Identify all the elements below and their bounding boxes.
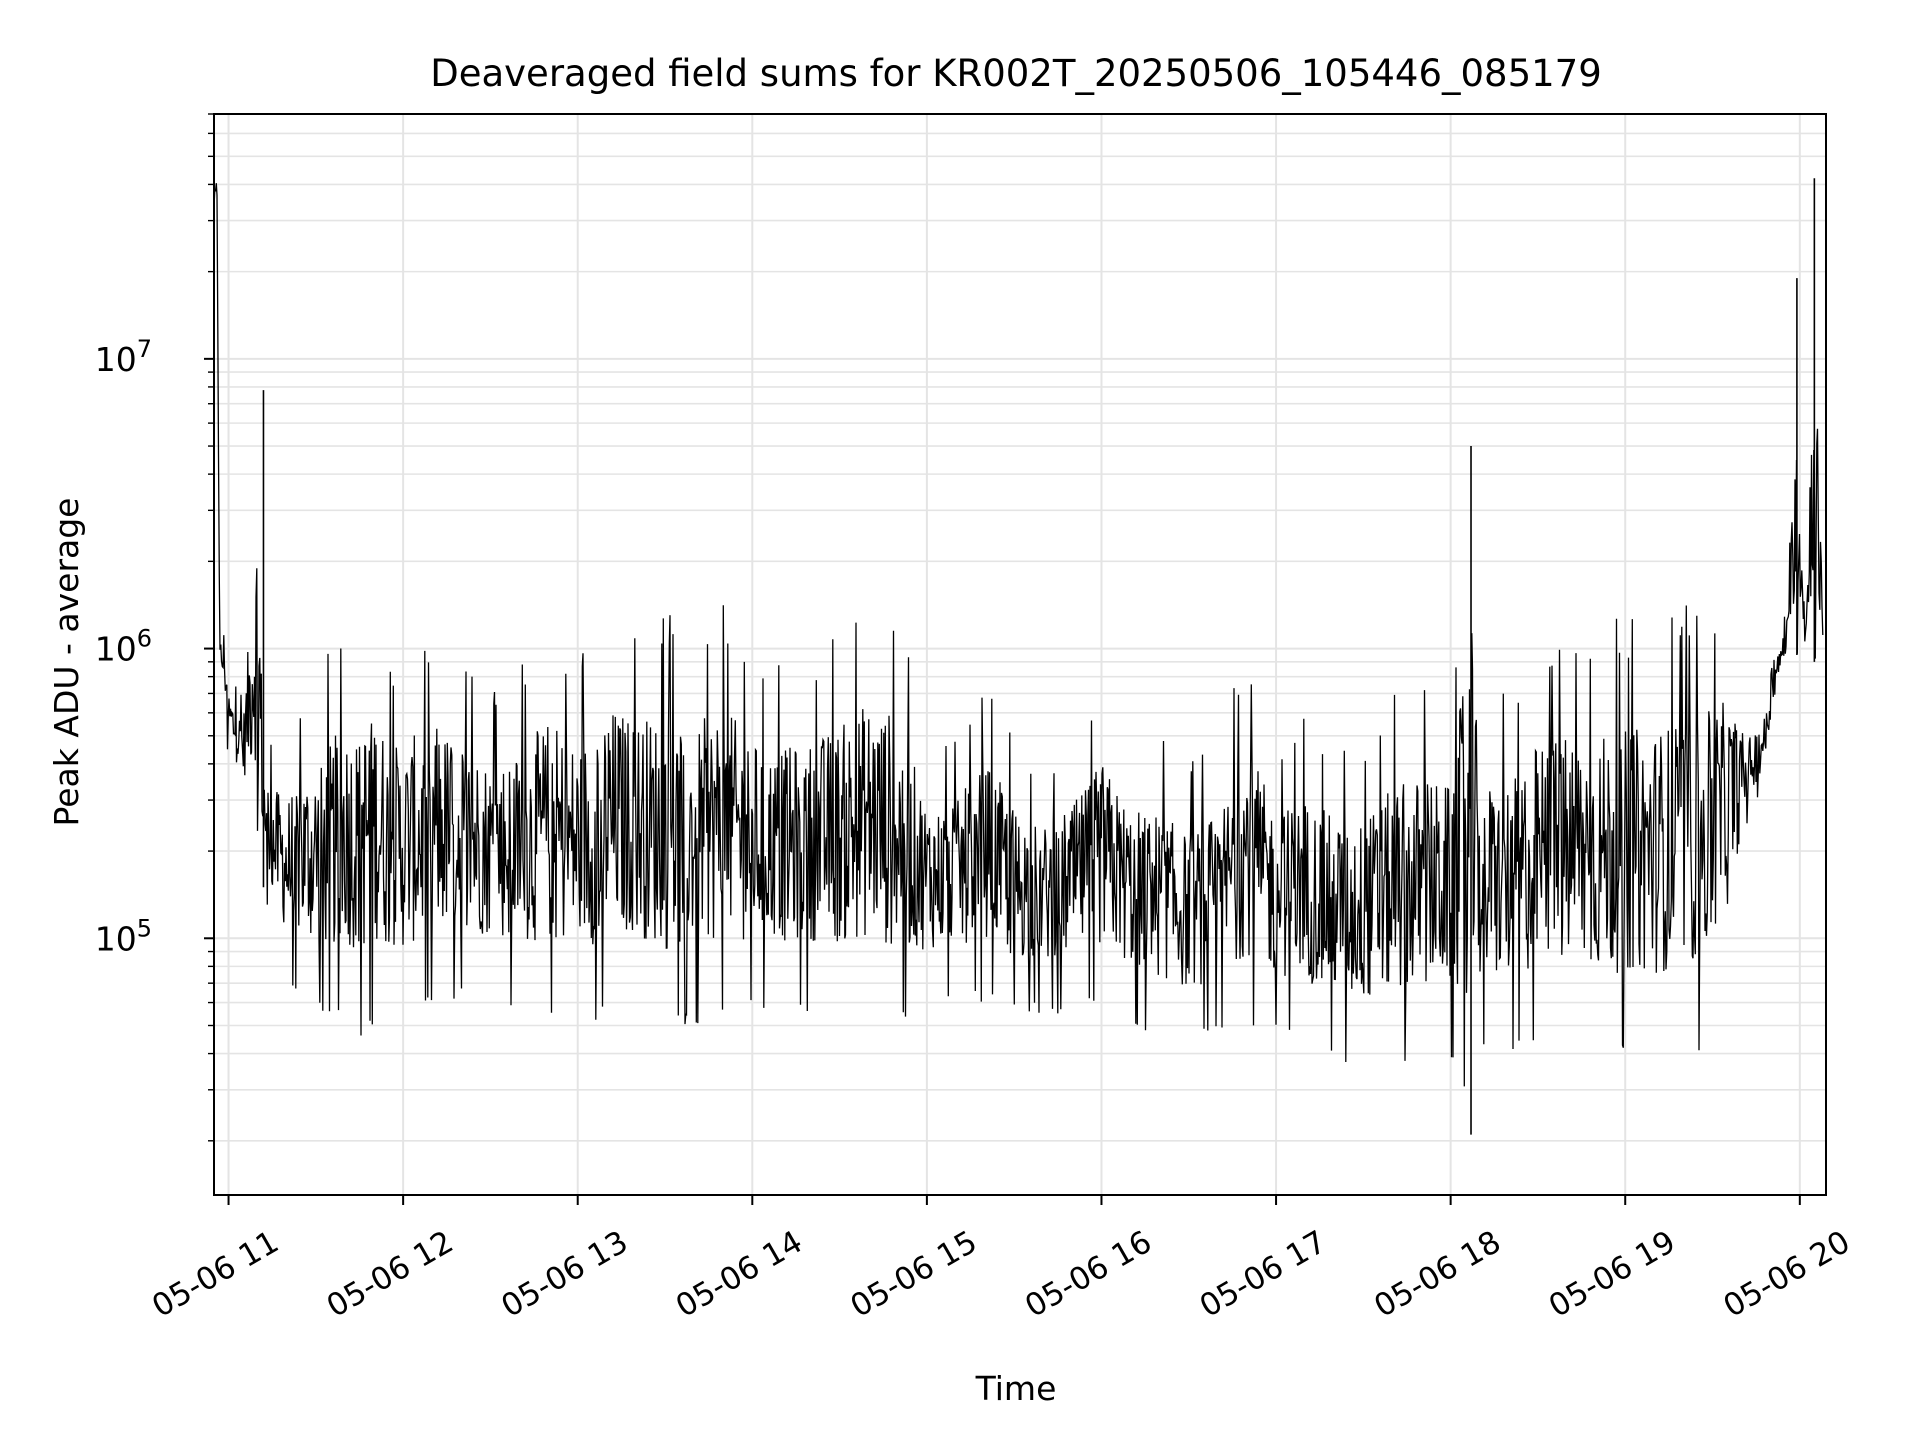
data-series <box>213 178 1824 1135</box>
chart-title: Deaveraged field sums for KR002T_2025050… <box>430 52 1602 95</box>
series-line <box>213 183 1824 1087</box>
y-tick-label: 105 <box>95 914 152 958</box>
x-axis-label: Time <box>975 1369 1057 1408</box>
y-tick-label: 107 <box>95 335 152 379</box>
grid-lines <box>214 113 1826 1195</box>
y-axis-label: Peak ADU - average <box>47 498 86 827</box>
y-tick-label: 106 <box>95 625 152 669</box>
plot-frame <box>213 113 1827 1196</box>
